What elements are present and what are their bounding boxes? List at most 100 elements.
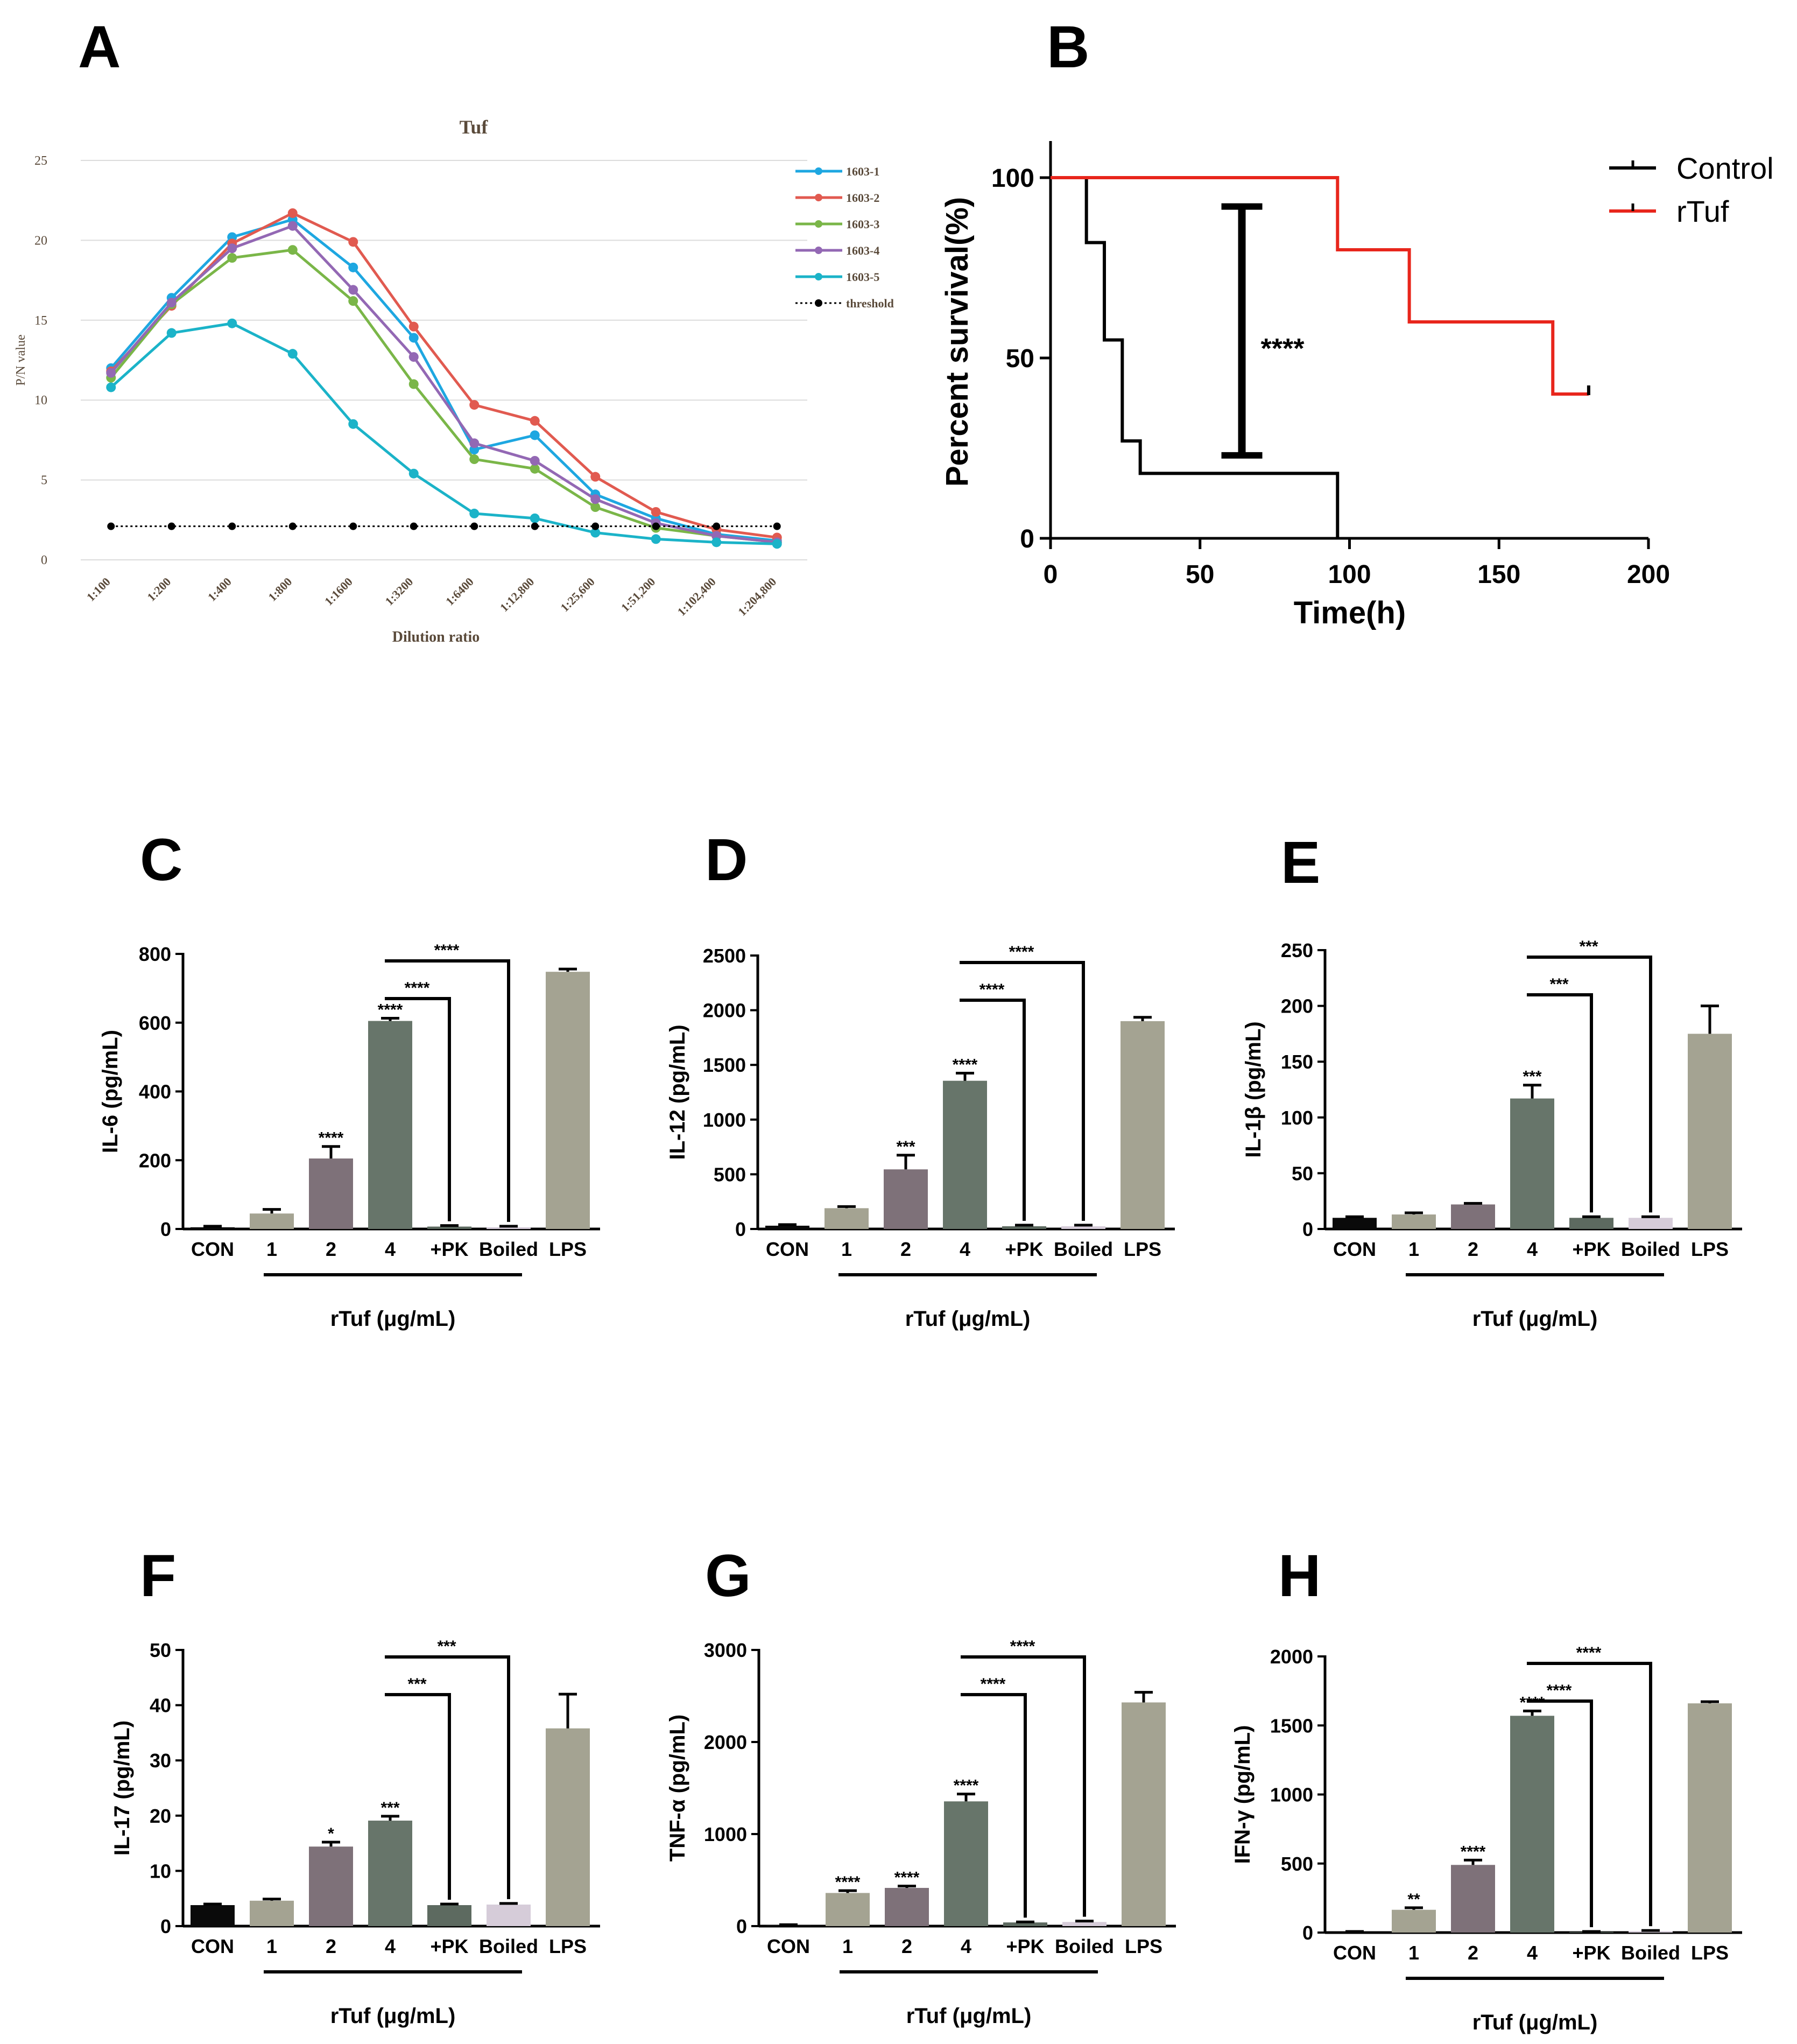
legend-label: 1603-4 xyxy=(846,244,879,257)
data-point-threshold xyxy=(410,522,418,530)
bracket-label: **** xyxy=(1009,943,1034,961)
bar-4 xyxy=(1510,1098,1554,1229)
bar-LPS xyxy=(546,1728,590,1926)
bar-Boiled xyxy=(1629,1218,1673,1229)
y-tick-label: 600 xyxy=(139,1012,171,1034)
data-point-threshold xyxy=(167,522,175,530)
bar-2 xyxy=(1451,1204,1495,1229)
x-tick-label: CON xyxy=(1333,1942,1376,1964)
legend-marker xyxy=(815,167,822,175)
x-tick-label: Boiled xyxy=(479,1935,538,1957)
x-tick-label: Boiled xyxy=(1054,1238,1113,1260)
x-tick-label: 2 xyxy=(326,1935,336,1957)
data-point-threshold xyxy=(288,522,297,530)
x-tick-label: +PK xyxy=(1572,1238,1610,1260)
x-tick-label: 1:1600 xyxy=(322,575,355,608)
x-tick-label: 200 xyxy=(1627,560,1670,589)
panel-label-a: A xyxy=(78,14,121,80)
x-tick-label: 50 xyxy=(1186,560,1214,589)
y-tick-label: 1000 xyxy=(704,1823,747,1845)
y-tick-label: 800 xyxy=(139,943,171,965)
x-tick-label: 4 xyxy=(385,1238,396,1260)
x-tick-label: 1:3200 xyxy=(383,575,416,608)
data-point-1603-2 xyxy=(590,472,601,482)
y-tick-label: 0 xyxy=(160,1218,171,1240)
data-point-1603-3 xyxy=(530,463,540,474)
comparison-bracket xyxy=(385,997,451,1221)
bar-+PK xyxy=(1003,1922,1047,1926)
bar-LPS xyxy=(546,972,590,1229)
x-tick-label: 2 xyxy=(1468,1238,1478,1260)
significance-stars: **** xyxy=(953,1056,978,1073)
legend-marker xyxy=(815,299,822,307)
bracket-label: **** xyxy=(1576,1644,1602,1662)
legend-marker xyxy=(815,273,822,280)
x-tick-label: +PK xyxy=(1005,1238,1043,1260)
legend-label: rTuf xyxy=(1676,194,1729,228)
chart-title: Tuf xyxy=(460,116,489,138)
bar-LPS xyxy=(1122,1702,1166,1926)
series-line-1603-4 xyxy=(110,224,778,544)
x-axis-label: Dilution ratio xyxy=(392,629,480,645)
data-point-threshold xyxy=(531,522,539,530)
bar-LPS xyxy=(1688,1703,1732,1933)
series-line-1603-2 xyxy=(110,212,778,539)
data-point-1603-4 xyxy=(590,494,601,504)
x-tick-label: +PK xyxy=(1006,1935,1044,1957)
y-tick-label: 3000 xyxy=(704,1639,747,1661)
data-point-1603-5 xyxy=(469,508,480,518)
x-tick-label: 1:100 xyxy=(84,575,113,604)
x-axis-label: Time(h) xyxy=(1294,595,1406,630)
group-label: rTuf (μg/mL) xyxy=(330,1307,456,1331)
bar-+PK xyxy=(1002,1226,1046,1229)
y-tick-label: 25 xyxy=(34,154,47,168)
legend-marker xyxy=(815,220,822,228)
x-tick-label: 150 xyxy=(1477,560,1520,589)
data-point-1603-5 xyxy=(408,468,419,479)
panel-label-d: D xyxy=(705,827,748,893)
data-point-1603-2 xyxy=(348,237,358,247)
bar-1 xyxy=(1392,1214,1436,1229)
x-tick-label: 1 xyxy=(841,1238,852,1260)
y-axis-label: IL-17 (pg/mL) xyxy=(110,1720,134,1856)
x-tick-label: 1:204,800 xyxy=(735,575,779,619)
y-tick-label: 100 xyxy=(991,164,1034,193)
y-tick-label: 50 xyxy=(150,1639,171,1661)
data-point-1603-2 xyxy=(287,208,298,218)
x-tick-label: 1:51,200 xyxy=(618,575,658,614)
bar-4 xyxy=(368,1821,412,1926)
bar-Boiled xyxy=(487,1904,531,1926)
panel-label-f: F xyxy=(140,1543,176,1609)
data-point-1603-3 xyxy=(408,379,419,389)
y-tick-label: 100 xyxy=(1281,1107,1313,1129)
comparison-bracket xyxy=(961,1693,1027,1918)
x-tick-label: 4 xyxy=(1527,1942,1538,1964)
legend-label: Control xyxy=(1676,151,1774,185)
bar-2 xyxy=(1451,1865,1495,1933)
y-tick-label: 1500 xyxy=(703,1054,746,1076)
x-tick-label: LPS xyxy=(1691,1942,1729,1964)
panel-f-bar-chart: 0 10 20 30 40 50 IL-17 (pg/mL) CON 1 * 2 *** 4 +PK Boi… xyxy=(110,1638,600,2028)
y-tick-label: 40 xyxy=(150,1695,171,1717)
comparison-bracket xyxy=(1527,1662,1652,1927)
x-tick-label: 1 xyxy=(1408,1942,1419,1964)
y-tick-label: 0 xyxy=(1020,525,1034,553)
bracket-label: *** xyxy=(1549,975,1568,993)
significance-stars: *** xyxy=(380,1799,399,1817)
legend-label: 1603-2 xyxy=(846,191,879,205)
panel-label-h: H xyxy=(1278,1543,1321,1609)
panel-label-b: B xyxy=(1047,14,1089,80)
bar-1 xyxy=(826,1893,870,1926)
y-tick-label: 50 xyxy=(1292,1162,1313,1184)
panel-label-e: E xyxy=(1281,830,1320,896)
bar-LPS xyxy=(1121,1021,1165,1229)
x-tick-label: 1:12,800 xyxy=(497,575,537,614)
data-point-threshold xyxy=(652,522,660,530)
legend-label: threshold xyxy=(846,297,894,310)
data-point-1603-3 xyxy=(469,454,480,465)
significance-stars: **** xyxy=(319,1129,344,1147)
y-axis-label: IFN-γ (pg/mL) xyxy=(1231,1725,1255,1864)
panel-a-line-chart: Tuf 0 5 10 15 20 25 1:100 1:200 1:400 1:800 1:1600 1… xyxy=(14,116,894,645)
legend-label: 1603-3 xyxy=(846,217,879,231)
